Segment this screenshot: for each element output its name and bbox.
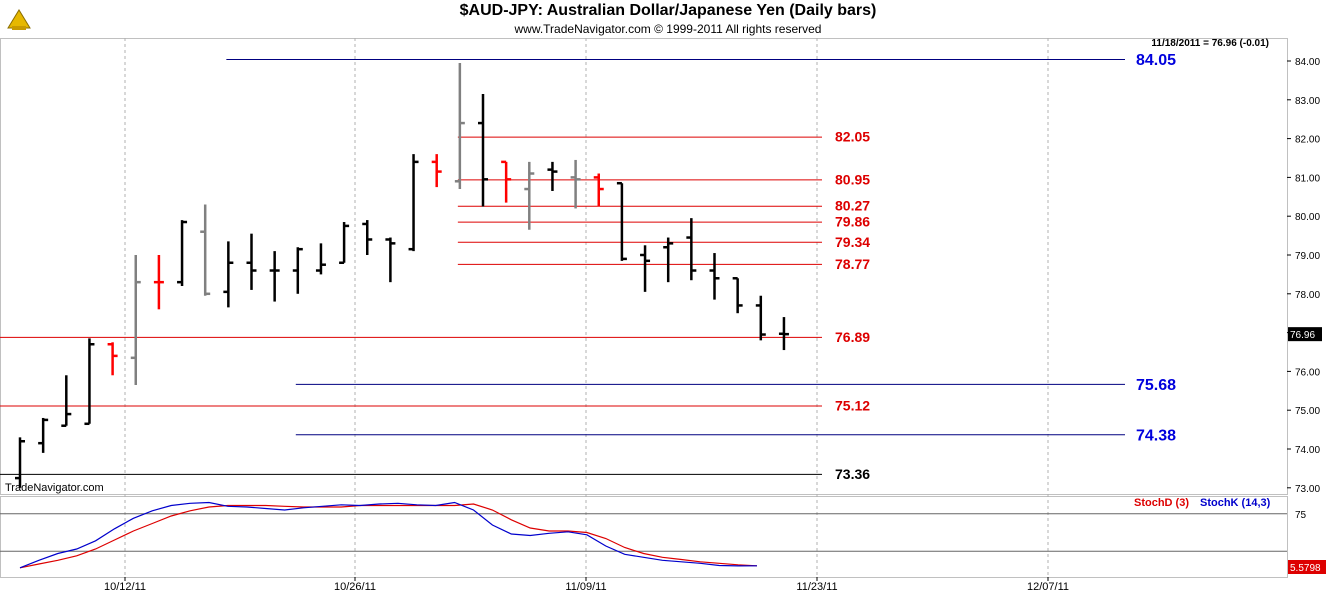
ohlc-bar <box>38 417 49 453</box>
grid-lines <box>0 38 1288 578</box>
chart-subtitle: www.TradeNavigator.com © 1999-2011 All r… <box>514 22 822 36</box>
stochastic-panel: 75 StochD (3) StochK (14,3) 5.5798 <box>0 497 1326 574</box>
ohlc-bar <box>177 220 188 287</box>
stochastic-last-label: 5.5798 <box>1290 563 1321 574</box>
ohlc-bar <box>686 218 697 281</box>
level-label: 79.86 <box>835 214 870 230</box>
level-label: 84.05 <box>1136 52 1176 69</box>
time-tick-label: 12/07/11 <box>1027 581 1069 593</box>
ohlc-bar <box>663 237 674 283</box>
ohlc-bar <box>501 160 512 203</box>
ohlc-bar <box>339 222 350 265</box>
last-price-label: 76.96 <box>1290 330 1315 341</box>
ohlc-bar <box>431 154 442 188</box>
ohlc-bar <box>362 220 373 255</box>
price-tick-label: 76.00 <box>1295 367 1320 378</box>
price-tick-label: 84.00 <box>1295 57 1320 68</box>
ohlc-bar <box>269 251 280 302</box>
ohlc-bar <box>292 247 303 294</box>
level-label: 74.38 <box>1136 427 1176 444</box>
price-tick-label: 74.00 <box>1295 445 1320 456</box>
ohlc-bars <box>15 62 789 488</box>
ohlc-bar <box>593 173 604 207</box>
stochastic-ref-label: 75 <box>1295 510 1307 521</box>
ohlc-bar <box>61 375 72 427</box>
price-tick-label: 79.00 <box>1295 251 1320 262</box>
time-tick-label: 10/26/11 <box>334 581 376 593</box>
ohlc-bar <box>755 295 766 341</box>
price-tick-label: 75.00 <box>1295 406 1320 417</box>
ohlc-bar <box>616 181 627 261</box>
ohlc-bar <box>223 241 234 308</box>
level-label: 78.77 <box>835 256 870 272</box>
ohlc-bar <box>385 237 396 283</box>
ohlc-bar <box>454 62 465 190</box>
stoch-d-line <box>19 503 758 569</box>
level-label: 76.89 <box>835 329 870 345</box>
stochastic-legend-d: StochD (3) <box>1134 497 1189 509</box>
ohlc-bar <box>315 243 326 275</box>
watermark-label: TradeNavigator.com <box>5 482 104 494</box>
ohlc-bar <box>153 255 164 310</box>
ohlc-bar <box>200 204 211 296</box>
trade-navigator-logo <box>4 4 34 34</box>
level-label: 80.95 <box>835 171 870 187</box>
time-tick-label: 11/09/11 <box>565 581 606 593</box>
stochastic-legend-k: StochK (14,3) <box>1200 497 1271 509</box>
level-label: 79.34 <box>835 234 870 250</box>
price-tick-label: 82.00 <box>1295 135 1320 146</box>
price-tick-label: 83.00 <box>1295 96 1320 107</box>
time-tick-label: 11/23/11 <box>796 581 837 593</box>
level-label: 80.27 <box>835 198 870 214</box>
stochastic-last-box <box>1288 560 1326 574</box>
ohlc-bar <box>570 159 581 209</box>
ohlc-bar <box>107 342 118 376</box>
level-label: 75.12 <box>835 398 870 414</box>
price-tick-label: 80.00 <box>1295 212 1320 223</box>
stochastic-panel-frame <box>0 496 1288 578</box>
ohlc-bar <box>640 245 651 292</box>
ohlc-bar <box>547 161 558 191</box>
time-axis: 10/12/11 10/26/11 11/09/11 11/23/11 12/07/11 <box>104 577 1069 593</box>
price-panel-frame <box>0 38 1288 495</box>
ohlc-bar <box>709 253 720 300</box>
level-label: 82.05 <box>835 129 870 145</box>
ohlc-bar <box>524 161 535 230</box>
ohlc-bar <box>246 233 257 290</box>
price-tick-label: 81.00 <box>1295 173 1320 184</box>
ohlc-bar <box>15 437 25 488</box>
price-axis: 73.0074.0075.0076.0077.0078.0079.0080.00… <box>1287 57 1322 495</box>
ohlc-bar <box>478 93 488 207</box>
stoch-k-line <box>19 501 758 569</box>
ohlc-bar <box>778 317 789 351</box>
price-tick-label: 78.00 <box>1295 290 1320 301</box>
price-tick-label: 73.00 <box>1295 484 1320 495</box>
level-label: 75.68 <box>1136 377 1176 394</box>
ohlc-bar <box>732 277 743 314</box>
chart-title: $AUD-JPY: Australian Dollar/Japanese Yen… <box>459 2 877 19</box>
level-label: 73.36 <box>835 466 870 482</box>
ohlc-bar <box>408 154 419 252</box>
last-quote-label: 11/18/2011 = 76.96 (-0.01) <box>1151 38 1269 49</box>
ohlc-bar <box>130 255 141 385</box>
time-tick-label: 10/12/11 <box>104 581 146 593</box>
ohlc-bar <box>84 338 95 426</box>
last-price-box <box>1288 327 1322 342</box>
